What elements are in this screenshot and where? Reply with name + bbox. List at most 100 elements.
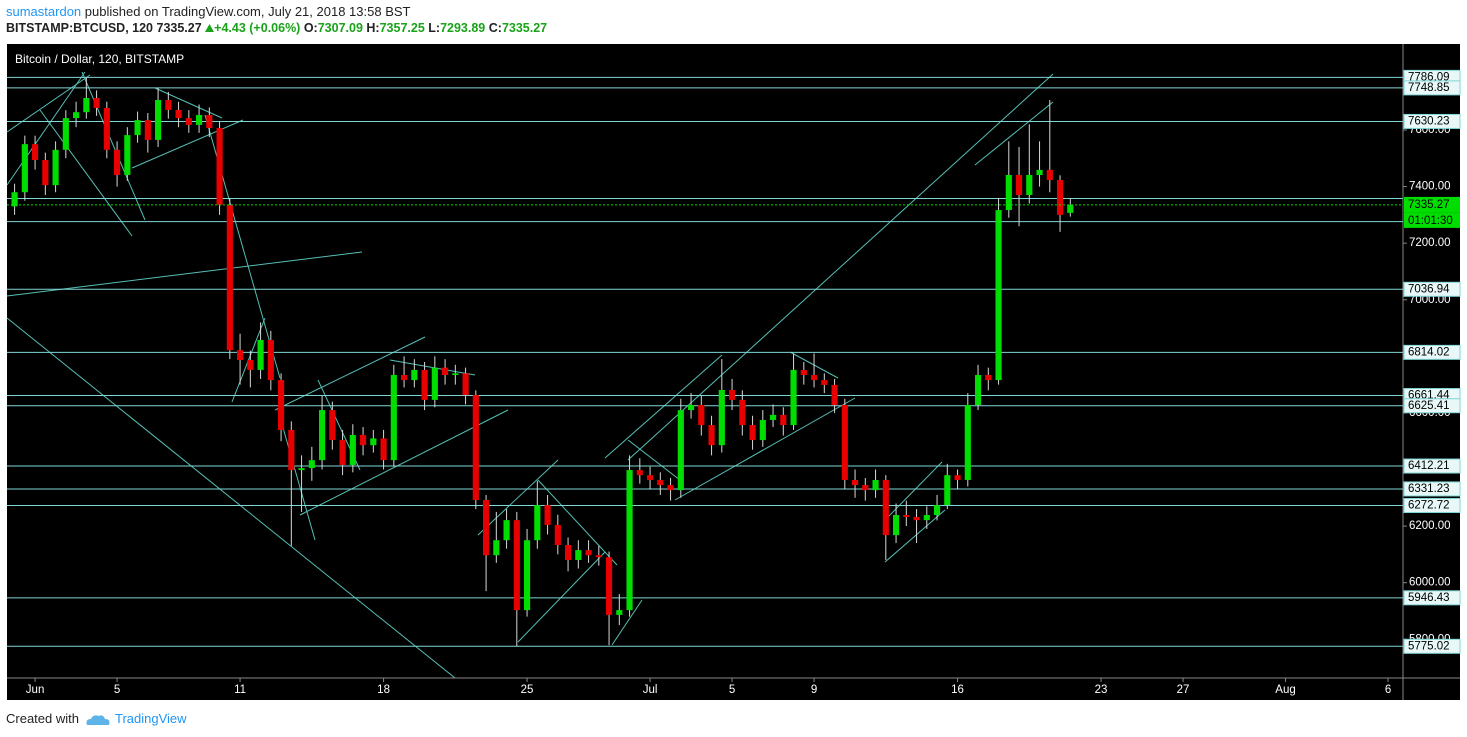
candle-body xyxy=(278,380,285,430)
candle-body xyxy=(1067,204,1074,213)
chart-background xyxy=(7,44,1460,700)
y-tick-label: 6200.00 xyxy=(1409,520,1451,532)
trend-line xyxy=(6,317,456,679)
brand[interactable]: TradingView xyxy=(114,711,187,726)
trend-line xyxy=(627,439,681,481)
candle-body xyxy=(954,475,961,480)
candle-body xyxy=(933,505,941,516)
candle-body xyxy=(1005,174,1012,211)
candle-body xyxy=(882,479,889,536)
candle-body xyxy=(493,540,500,556)
change: +4.43 (+0.06%) xyxy=(214,21,301,35)
h-label: H: xyxy=(366,21,380,35)
level-label-box xyxy=(1403,398,1461,414)
candle-body xyxy=(800,369,807,376)
candle-body xyxy=(124,135,131,175)
candle-body xyxy=(903,515,910,518)
candle-body xyxy=(862,485,869,491)
x-tick-label: 6 xyxy=(1385,684,1391,696)
candle-body xyxy=(452,373,459,376)
candle-body xyxy=(544,505,551,525)
candle-body xyxy=(52,149,59,186)
candle-body xyxy=(657,479,664,486)
candle-body xyxy=(318,410,326,461)
trend-line xyxy=(81,71,146,221)
trend-line xyxy=(884,509,946,563)
trend-line xyxy=(884,461,943,521)
candle-body xyxy=(462,373,469,396)
header-line: sumastardon published on TradingView.com… xyxy=(6,4,410,19)
c-value: 7335.27 xyxy=(501,21,548,35)
candle-body xyxy=(616,610,623,615)
candle-body xyxy=(370,438,377,446)
current-price-box xyxy=(1404,196,1460,213)
x-tick-label: 18 xyxy=(377,684,390,696)
candle-body xyxy=(114,149,121,175)
candle-body xyxy=(42,159,49,186)
x-tick-label: 16 xyxy=(951,684,964,696)
trend-line xyxy=(611,599,643,646)
candle-body xyxy=(595,555,602,558)
candle-body xyxy=(431,367,438,400)
candle-body xyxy=(872,479,879,491)
author[interactable]: sumastardon xyxy=(6,4,82,19)
chart-title: Bitcoin / Dollar, 120, BITSTAMP xyxy=(15,52,184,66)
candle-body xyxy=(841,404,848,480)
candle-body xyxy=(1026,174,1033,196)
candle-body xyxy=(288,429,295,471)
trend-line xyxy=(537,479,618,566)
candle-body xyxy=(831,384,838,405)
published: published on TradingView.com, July 21, 2… xyxy=(84,4,411,19)
candle-body xyxy=(718,389,725,446)
candle-body xyxy=(1056,180,1064,215)
candle-body xyxy=(32,144,39,160)
o-value: 7307.09 xyxy=(317,21,363,35)
candle-body xyxy=(646,475,654,480)
candle-body xyxy=(503,520,510,541)
trend-line xyxy=(6,74,91,133)
level-label-box xyxy=(1403,80,1461,96)
x-tick-label: Jul xyxy=(643,684,658,696)
candle-body xyxy=(441,367,449,376)
trend-line xyxy=(604,354,723,459)
trend-line xyxy=(39,109,133,237)
o-label: O: xyxy=(303,21,318,35)
x-tick-label: Aug xyxy=(1275,684,1295,696)
candle-body xyxy=(810,375,818,381)
candle-body xyxy=(605,557,613,615)
candle-body xyxy=(667,485,674,491)
level-label-box xyxy=(1403,481,1461,497)
candle-body xyxy=(1046,169,1053,181)
candle-body xyxy=(196,115,203,125)
candle-body xyxy=(780,414,787,426)
candle-body xyxy=(708,425,715,446)
candle-body xyxy=(974,375,982,405)
trend-line xyxy=(974,101,1054,166)
x-tick-label: 5 xyxy=(729,684,735,696)
symbol-line: BITSTAMP:BTCUSD, 120 7335.27 +4.43 (+0.0… xyxy=(6,21,547,35)
candle-body xyxy=(155,100,162,140)
l-label: L: xyxy=(428,21,441,35)
candle-body xyxy=(944,475,951,506)
level-label: 7630.23 xyxy=(1408,115,1450,127)
candle-body xyxy=(62,118,69,150)
candle-body xyxy=(359,434,367,446)
candle-body xyxy=(73,112,80,119)
candle-body xyxy=(185,118,192,125)
level-label: 6331.23 xyxy=(1408,483,1450,495)
logo xyxy=(86,714,110,725)
candle-body xyxy=(206,115,213,129)
candle-body xyxy=(995,210,1002,381)
candle-body xyxy=(83,98,90,113)
candle-body xyxy=(892,515,900,536)
up-arrow xyxy=(205,24,215,32)
level-label-box xyxy=(1403,498,1461,514)
candle-body xyxy=(769,414,777,420)
candle-body xyxy=(411,369,418,381)
h-value: 7357.25 xyxy=(379,21,425,35)
y-tick-label: 7400.00 xyxy=(1409,181,1451,193)
trend-line xyxy=(274,336,426,411)
x-tick-label: 11 xyxy=(234,684,246,696)
level-label: 6625.41 xyxy=(1408,400,1450,412)
